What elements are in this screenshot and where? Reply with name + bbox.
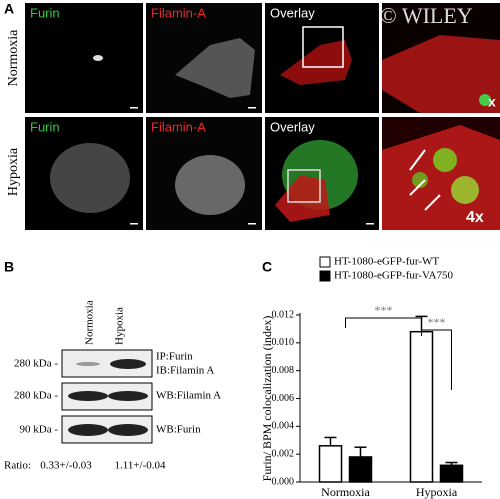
blots bbox=[61, 349, 153, 444]
channel-label: Furin bbox=[30, 5, 60, 20]
bar bbox=[439, 464, 464, 483]
legend-swatch bbox=[319, 270, 331, 282]
watermark: © WILEY bbox=[380, 3, 473, 28]
blot-label: IB:Filamin A bbox=[156, 365, 214, 377]
blot-label: IP:Furin bbox=[156, 351, 193, 363]
blot-label: WB:Filamin A bbox=[156, 390, 221, 402]
bar bbox=[409, 330, 434, 483]
blot-label: WB:Furin bbox=[156, 424, 201, 436]
column-label: Normoxia bbox=[84, 300, 96, 345]
y-tick-label: 0.000 bbox=[272, 476, 295, 487]
bar-chart: C Furin/ BPM colocalization (index)0.000 0… bbox=[260, 256, 482, 499]
y-tick-label: 0.004 bbox=[272, 421, 295, 432]
bar bbox=[348, 456, 373, 483]
legend-swatch bbox=[319, 256, 331, 268]
ratio: 1.11+/-0.04 bbox=[114, 460, 166, 472]
size-label: 280 kDa - bbox=[14, 390, 58, 402]
y-tick-label: 0.008 bbox=[272, 365, 295, 376]
row-label: Normoxia bbox=[6, 29, 21, 87]
size-label: 90 kDa - bbox=[20, 424, 59, 436]
bar bbox=[318, 445, 343, 483]
y-axis-label: Furin/ BPM colocalization (index) bbox=[260, 316, 274, 482]
micrographs bbox=[25, 3, 500, 230]
channel-label: Filamin-A bbox=[151, 119, 206, 134]
channel-label: Overlay bbox=[270, 119, 315, 134]
legend-label: HT-1080-eGFP-fur-VA750 bbox=[334, 270, 453, 282]
y-tick-label: 0.006 bbox=[272, 393, 295, 404]
bracket bbox=[421, 329, 452, 390]
annotation: *** bbox=[375, 303, 393, 317]
ratio-label: Ratio: bbox=[4, 460, 31, 472]
bracket bbox=[345, 317, 422, 328]
channel-label: Furin bbox=[30, 119, 60, 134]
row-label: Hypoxia bbox=[6, 147, 21, 196]
channel-label: Overlay bbox=[270, 5, 315, 20]
legend-label: HT-1080-eGFP-fur-WT bbox=[334, 256, 439, 268]
y-tick-label: 0.012 bbox=[272, 309, 295, 320]
panel-label: A bbox=[4, 1, 14, 17]
ratio: 0.33+/-0.03 bbox=[40, 460, 92, 472]
size-label: 280 kDa - bbox=[14, 358, 58, 370]
y-tick-label: 0.010 bbox=[272, 337, 295, 348]
column-label: Hypoxia bbox=[114, 307, 126, 345]
zoom-label: x bbox=[488, 94, 496, 110]
zoom-label: 4x bbox=[466, 209, 484, 226]
channel-label: Filamin-A bbox=[151, 5, 206, 20]
annotation: *** bbox=[428, 315, 446, 329]
panel-label: B bbox=[4, 259, 14, 275]
y-tick-label: 0.002 bbox=[272, 448, 295, 459]
x-tick-label: Normoxia bbox=[321, 485, 370, 499]
x-tick-label: Hypoxia bbox=[416, 485, 458, 499]
panel-label: C bbox=[262, 259, 272, 275]
